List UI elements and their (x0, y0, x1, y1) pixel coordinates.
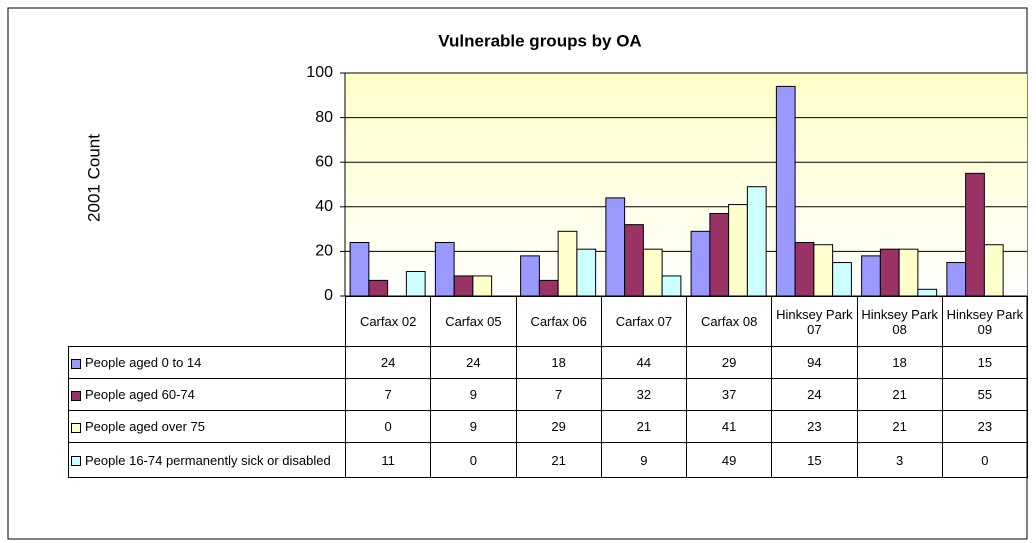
table-value: 23 (771, 410, 858, 443)
bar (538, 279, 559, 297)
bar (917, 288, 938, 297)
x-tick-label: Carfax 06 (515, 296, 602, 347)
table-value: 21 (515, 442, 602, 478)
bar (728, 204, 748, 297)
bar (368, 279, 389, 297)
bar (453, 275, 474, 297)
table-value: 24 (771, 378, 858, 411)
bar (624, 224, 644, 297)
bar (794, 241, 815, 297)
bar (946, 262, 967, 297)
table-value: 29 (515, 410, 602, 443)
bar (690, 230, 711, 297)
table-row: People aged over 75 0 9 29 21 41 23 21 23 (68, 410, 1029, 443)
bar (557, 230, 578, 297)
bar (642, 248, 663, 297)
table-row: People 16-74 permanently sick or disable… (68, 442, 1029, 478)
table-row: People aged 60-74 7 9 7 32 37 24 21 55 (68, 378, 1029, 411)
legend-swatch (71, 456, 81, 467)
legend-label: People aged 60-74 (85, 387, 195, 402)
table-value: 55 (941, 378, 1029, 411)
legend-entry: People aged over 75 (68, 410, 346, 443)
y-tick-label: 60 (315, 153, 333, 170)
legend-entry: People aged 60-74 (68, 378, 346, 411)
table-value: 24 (344, 346, 432, 379)
table-value: 21 (856, 378, 943, 411)
y-tick-label: 20 (315, 243, 333, 260)
legend-swatch (71, 358, 81, 369)
legend-label: People aged 0 to 14 (85, 355, 202, 370)
bar (661, 275, 682, 297)
table-value: 23 (941, 410, 1029, 443)
x-tick-label: Hinksey Park 07 (771, 296, 858, 347)
table-value: 32 (600, 378, 688, 411)
x-tick-label: Carfax 05 (430, 296, 517, 347)
table-value: 49 (685, 442, 773, 478)
bar (983, 244, 1004, 297)
bar (965, 172, 985, 297)
table-row: People aged 0 to 14 24 24 18 44 29 94 18 15 (68, 346, 1029, 379)
bar (861, 255, 881, 297)
bar (775, 85, 796, 297)
y-axis-label: 2001 Count (84, 134, 103, 222)
data-table: Carfax 02 Carfax 05 Carfax 06 Carfax 07 Carf… (68, 296, 1029, 478)
table-value: 29 (685, 346, 773, 379)
legend-label: People aged over 75 (85, 419, 205, 434)
legend-entry: People aged 0 to 14 (68, 346, 346, 379)
table-value: 18 (856, 346, 943, 379)
bar (746, 186, 767, 297)
legend-swatch (71, 390, 81, 401)
bar (434, 241, 455, 297)
table-value: 94 (771, 346, 858, 379)
x-tick-label: Hinksey Park 09 (941, 296, 1029, 347)
table-value: 0 (430, 442, 517, 478)
table-value: 9 (430, 410, 517, 443)
bar (832, 262, 852, 297)
table-value: 15 (941, 346, 1029, 379)
table-value: 18 (515, 346, 602, 379)
bar (405, 270, 426, 297)
table-value: 41 (685, 410, 773, 443)
y-tick-label: 0 (324, 287, 333, 304)
table-value: 21 (600, 410, 688, 443)
x-tick-label: Hinksey Park 08 (856, 296, 943, 347)
legend-swatch (71, 422, 81, 433)
table-value: 21 (856, 410, 943, 443)
y-tick-label: 100 (306, 64, 333, 81)
table-header-row: Carfax 02 Carfax 05 Carfax 06 Carfax 07 Carf… (69, 296, 1029, 347)
table-value: 11 (344, 442, 432, 478)
table-value: 37 (685, 378, 773, 411)
bar (898, 248, 919, 297)
bar (349, 241, 370, 297)
table-value: 3 (856, 442, 943, 478)
legend-entry: People 16-74 permanently sick or disable… (68, 442, 346, 478)
table-value: 24 (430, 346, 517, 379)
y-tick-label: 80 (315, 109, 333, 126)
table-value: 9 (430, 378, 517, 411)
x-tick-label: Carfax 07 (600, 296, 688, 347)
table-value: 9 (600, 442, 688, 478)
bar (576, 248, 597, 297)
x-tick-label: Carfax 02 (344, 296, 432, 347)
table-value: 44 (600, 346, 688, 379)
table-value: 7 (515, 378, 602, 411)
table-value: 7 (344, 378, 432, 411)
bar (472, 275, 493, 297)
x-tick-label: Carfax 08 (685, 296, 773, 347)
legend-label: People 16-74 permanently sick or disable… (85, 452, 331, 468)
y-tick-label: 40 (315, 198, 333, 215)
chart-title: Vulnerable groups by OA (438, 31, 641, 50)
table-value: 0 (344, 410, 432, 443)
bar (879, 248, 900, 297)
table-value: 0 (941, 442, 1029, 478)
bar (520, 255, 540, 297)
bar (605, 197, 626, 297)
bar (709, 212, 730, 297)
table-value: 15 (771, 442, 858, 478)
bar (813, 244, 834, 297)
blank-cell (69, 297, 346, 347)
